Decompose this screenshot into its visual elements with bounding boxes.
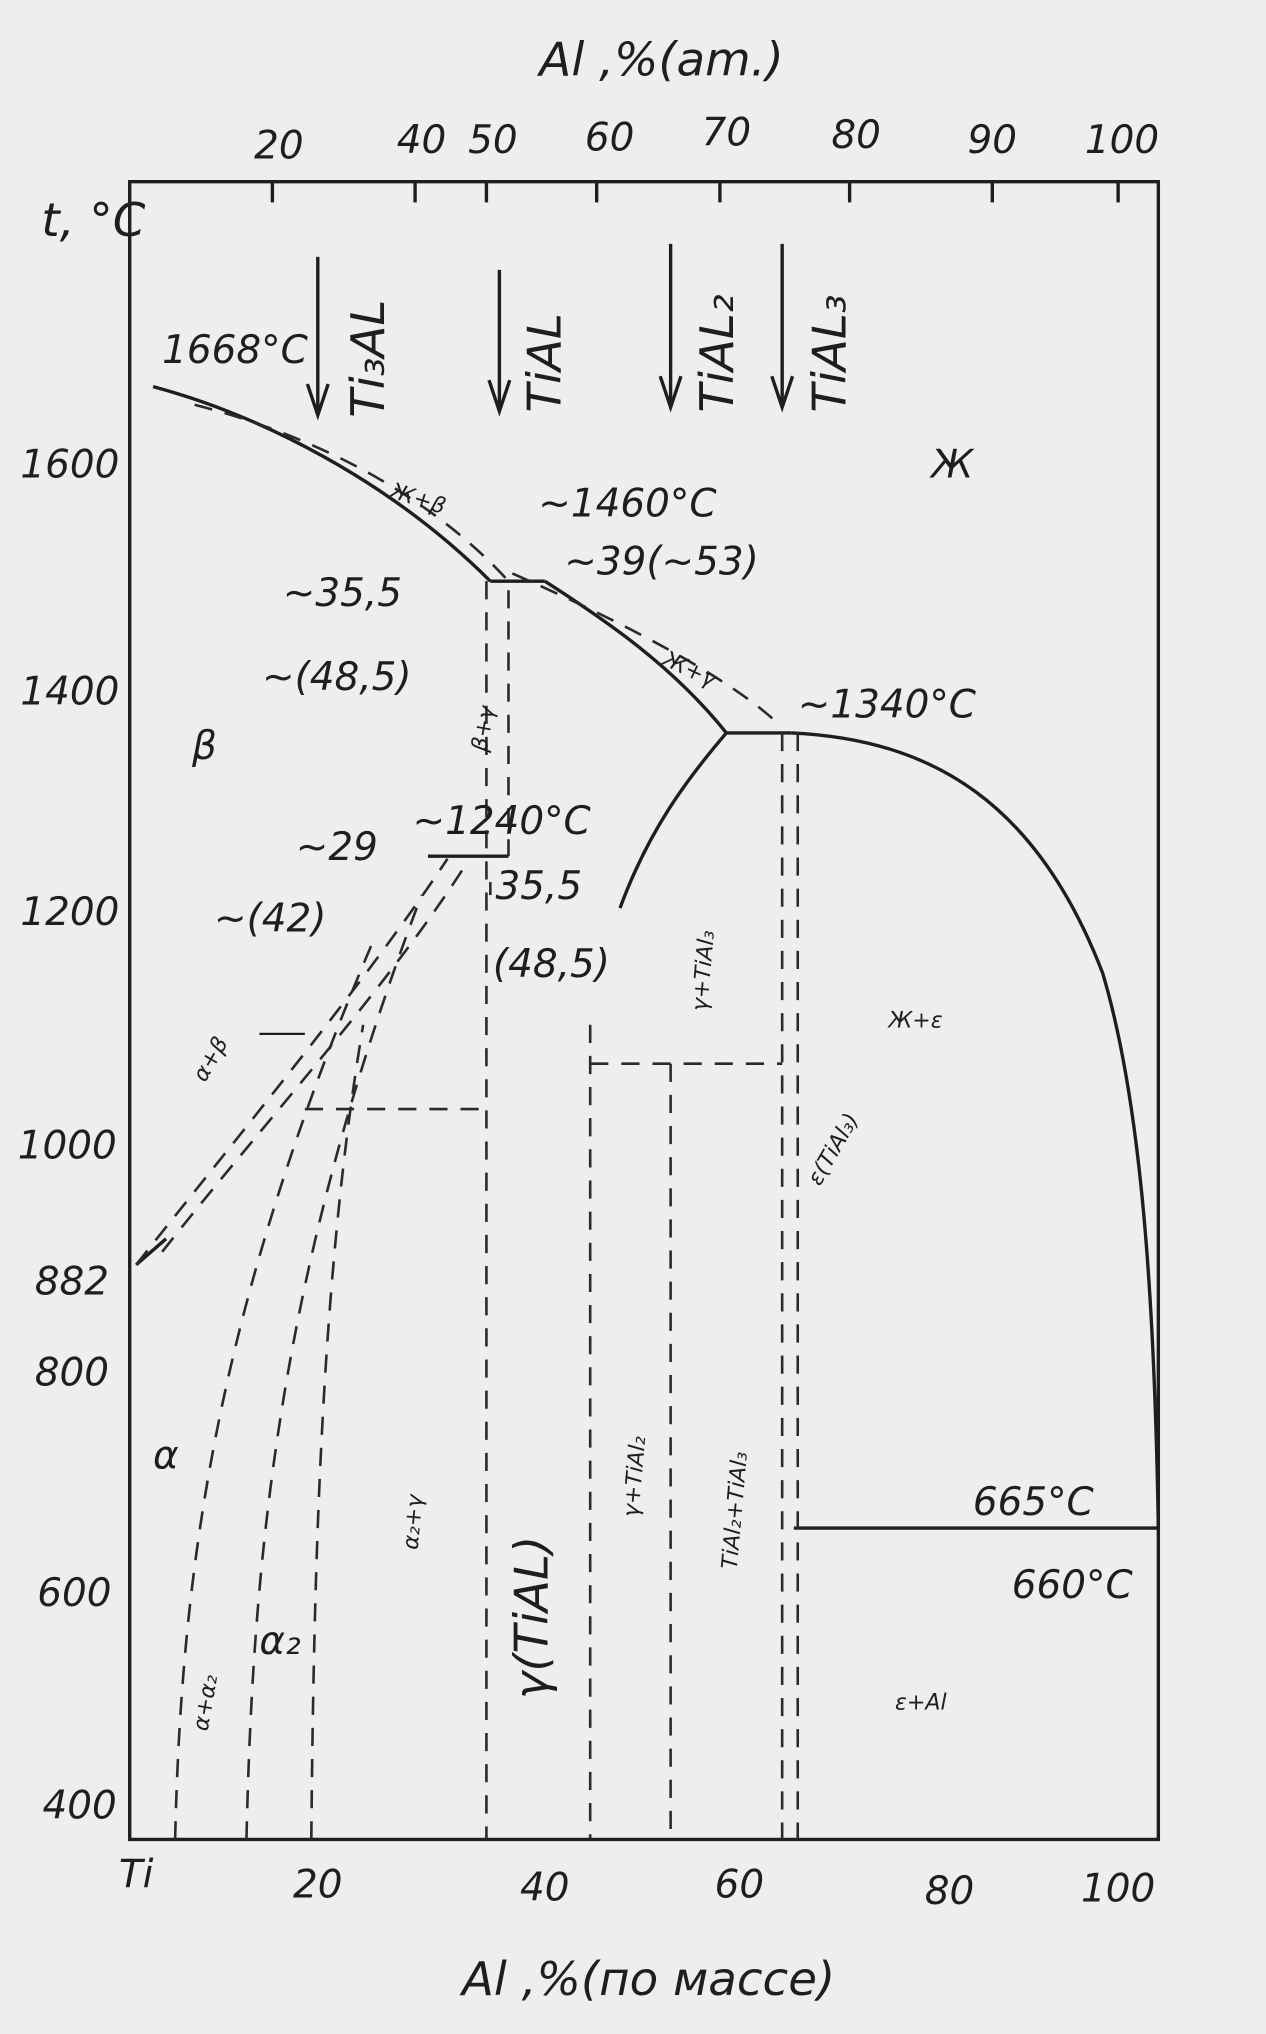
phase-label: α₂: [259, 1619, 300, 1664]
annotation: (48,5): [493, 942, 610, 987]
phase-label: α: [153, 1433, 179, 1478]
bottom-tick-label: 20: [293, 1863, 343, 1908]
annotation: 665°C: [973, 1480, 1095, 1525]
left-tick-label: 1400: [20, 669, 119, 714]
bottom-ticks: Ti 20 40 60 80 100: [119, 1852, 1155, 1914]
top-tick-label: 20: [254, 123, 304, 168]
top-tick-marks: [270, 181, 1120, 203]
top-tick-label: 40: [397, 118, 447, 163]
left-ticks: 1600 1400 1200 1000 882 800 600 400: [18, 442, 120, 1828]
compound-label: TiAL₃: [804, 294, 858, 412]
left-tick-label: 882: [35, 1260, 109, 1305]
annotation: ~1460°C: [538, 481, 717, 526]
compound-arrows: [305, 243, 795, 421]
annotation: ~(48,5): [262, 655, 412, 700]
bottom-tick-label: 80: [925, 1869, 975, 1914]
annotation: ~29: [296, 825, 378, 870]
phase-label: ε+Al: [895, 1691, 947, 1716]
left-axis-title: t, °C: [41, 194, 145, 248]
annotation: 35,5: [496, 864, 583, 909]
bottom-tick-label: Ti: [119, 1852, 154, 1897]
left-tick-label: 600: [37, 1571, 111, 1616]
phase-label: β: [191, 724, 217, 769]
annotation: ~39(~53): [564, 540, 759, 585]
annotations: 1668°C ~1460°C ~35,5 ~39(~53) ~(48,5) ~1…: [162, 328, 1133, 1608]
frame: [128, 179, 1161, 1842]
top-axis-title: Al ,%(am.): [536, 33, 783, 87]
annotation: 1668°C: [162, 328, 308, 373]
left-tick-label: 800: [35, 1350, 109, 1395]
phase-label: Ж: [929, 442, 975, 487]
annotation: 660°C: [1012, 1563, 1134, 1608]
compound-label: Ti₃AL: [342, 300, 396, 418]
left-tick-label: 1600: [20, 442, 119, 487]
compound-labels: Ti₃AL TiAL TiAL₂ TiAL₃: [342, 294, 858, 417]
bottom-axis-title: Al ,%(по массе): [459, 1953, 835, 2007]
phase-label: Ж+ε: [887, 1008, 943, 1033]
left-tick-label: 1200: [20, 890, 119, 935]
phase-label: γ(TiAL): [505, 1536, 559, 1700]
top-tick-label: 90: [968, 118, 1018, 163]
top-tick-label: 70: [702, 110, 752, 155]
annotation: ~1340°C: [798, 682, 977, 727]
compound-label: TiAL₂: [691, 294, 745, 412]
left-tick-label: 1000: [18, 1123, 117, 1168]
annotation: ~35,5: [283, 571, 402, 616]
left-tick-label: 400: [42, 1784, 116, 1829]
top-ticks: 20 40 50 60 70 80 90 100: [254, 110, 1159, 168]
phase-label: α₂+γ: [399, 1493, 429, 1551]
top-tick-label: 50: [468, 118, 518, 163]
annotation: ~(42): [214, 896, 326, 941]
dashed-boundaries: [135, 403, 800, 1840]
top-tick-label: 80: [831, 113, 881, 158]
bottom-tick-label: 40: [520, 1865, 570, 1910]
annotation: ~1240°C: [412, 799, 591, 844]
bottom-tick-label: 60: [715, 1863, 765, 1908]
bottom-tick-label: 100: [1081, 1867, 1155, 1912]
solid-boundaries: [135, 384, 1161, 1530]
top-tick-label: 100: [1085, 118, 1159, 163]
compound-label: TiAL: [518, 313, 572, 412]
top-tick-label: 60: [585, 116, 635, 161]
